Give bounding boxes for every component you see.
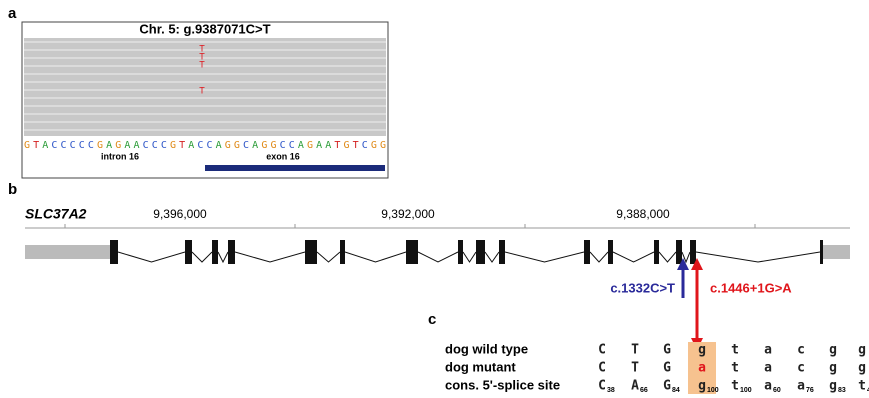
intron	[659, 252, 676, 262]
base: T	[631, 343, 639, 358]
exon	[110, 240, 118, 264]
base: T	[631, 361, 639, 376]
exon	[406, 240, 418, 264]
base: c	[797, 343, 805, 358]
base-frequency: 38	[607, 387, 615, 394]
utr	[25, 245, 111, 259]
exon	[458, 240, 463, 264]
exon	[676, 240, 682, 264]
exon	[584, 240, 590, 264]
coordinate: 9,396,000	[153, 207, 207, 221]
exon-label: exon 16	[266, 151, 300, 161]
utr	[822, 245, 850, 259]
intron	[485, 252, 499, 262]
exon	[690, 240, 696, 264]
read-base: T	[199, 59, 205, 69]
panel-label: c	[428, 311, 436, 328]
exon	[185, 240, 192, 264]
exon	[820, 240, 823, 264]
intron	[463, 252, 476, 262]
intron-label: intron 16	[101, 151, 139, 161]
intron	[613, 252, 654, 262]
gene-model: 9,396,000 9,392,000 9,388,000	[25, 207, 850, 264]
base: t	[858, 379, 866, 394]
base: A	[631, 379, 639, 394]
base: g	[829, 343, 837, 358]
base: C	[598, 361, 606, 376]
coordinate: 9,388,000	[616, 207, 670, 221]
intron	[345, 252, 406, 262]
read-area	[24, 38, 386, 136]
base-frequency: 66	[640, 387, 648, 394]
exon	[305, 240, 317, 264]
exon	[476, 240, 485, 264]
coordinate: 9,392,000	[381, 207, 435, 221]
panel-label: a	[8, 5, 17, 22]
exon-bar	[205, 165, 385, 171]
panel-label: b	[8, 181, 17, 198]
base: G	[663, 343, 671, 358]
intron	[118, 252, 185, 262]
intron	[590, 252, 608, 262]
base: C	[598, 343, 606, 358]
intron	[696, 252, 820, 262]
base: c	[797, 361, 805, 376]
gene-name: SLC37A2	[25, 206, 87, 222]
base: t	[731, 343, 739, 358]
base: g	[829, 379, 837, 394]
intron	[218, 252, 228, 262]
intron	[317, 252, 340, 262]
base: g	[858, 361, 866, 376]
base-frequency: 60	[773, 387, 781, 394]
exon	[499, 240, 505, 264]
base: a	[764, 361, 772, 376]
exon	[608, 240, 613, 264]
base-frequency: 83	[838, 387, 846, 394]
base: G	[663, 379, 671, 394]
row-label: cons. 5'-splice site	[445, 377, 560, 392]
base: C	[598, 379, 606, 394]
base: G	[663, 361, 671, 376]
intron	[418, 252, 458, 262]
base-frequency: 100	[740, 387, 752, 394]
base-frequency: 76	[806, 387, 814, 394]
base: g	[698, 343, 706, 358]
intron	[192, 252, 212, 262]
exon	[228, 240, 235, 264]
exon	[212, 240, 218, 264]
base-frequency: 100	[707, 387, 719, 394]
base-frequency: 84	[672, 387, 680, 394]
variant-label: c.1446+1G>A	[710, 280, 792, 295]
base: a	[797, 379, 805, 394]
base: g	[858, 343, 866, 358]
base: g	[829, 361, 837, 376]
base: t	[731, 361, 739, 376]
intron	[235, 252, 305, 262]
variant-label: c.1332C>T	[610, 280, 675, 295]
row-label: dog mutant	[445, 359, 516, 374]
base: t	[731, 379, 739, 394]
row-label: dog wild type	[445, 341, 528, 356]
read-base: T	[199, 85, 205, 95]
panel-a-title: Chr. 5: g.9387071C>T	[139, 21, 270, 36]
exon	[340, 240, 345, 264]
exon	[654, 240, 659, 264]
base: a	[698, 361, 706, 376]
base: g	[698, 379, 706, 394]
base: a	[764, 379, 772, 394]
base: a	[764, 343, 772, 358]
figure: a Chr. 5: g.9387071C>T TTTT GTACCCCCGAGA…	[0, 0, 869, 398]
intron	[505, 252, 584, 262]
